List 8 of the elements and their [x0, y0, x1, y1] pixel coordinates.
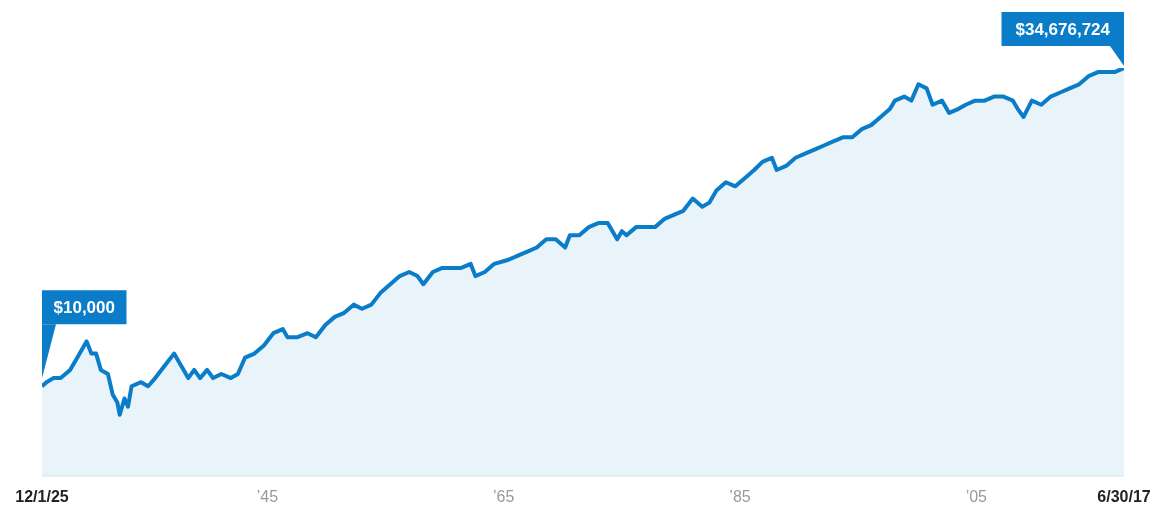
x-tick-label: ’45 [256, 488, 279, 505]
x-tick-label: ’85 [729, 488, 751, 505]
x-tick-label: 6/30/17 [1097, 488, 1151, 505]
x-tick-label: ’05 [965, 488, 988, 505]
annotation: $10,000 [53, 298, 115, 318]
annotation: $34,676,724 [1015, 20, 1111, 39]
x-tick-label: ’65 [493, 488, 515, 505]
x-tick-label: 12/1/25 [15, 488, 69, 505]
